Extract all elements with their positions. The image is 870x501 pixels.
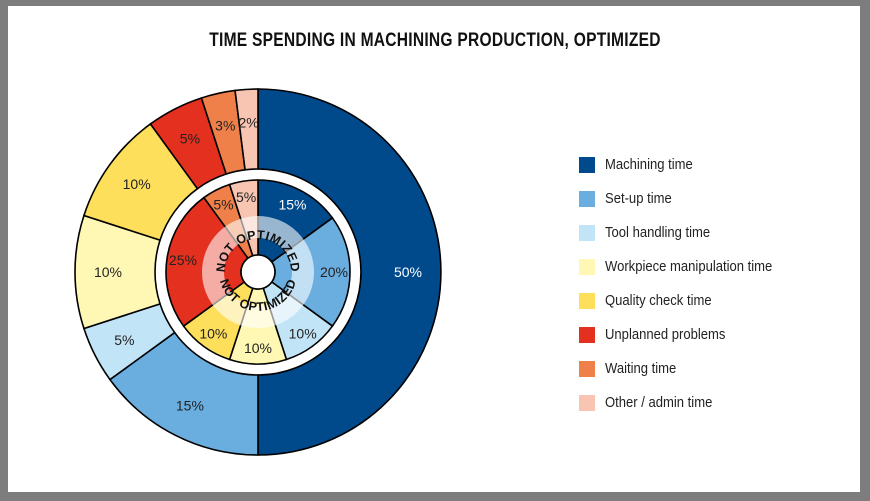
inner-label-waiting-time: 5% xyxy=(213,196,233,212)
legend-swatch xyxy=(579,361,595,377)
inner-label-machining-time: 15% xyxy=(278,196,306,212)
legend-label: Machining time xyxy=(605,157,693,173)
legend-label: Unplanned problems xyxy=(605,327,726,343)
legend-item-workpiece-manipulation-time: Workpiece manipulation time xyxy=(579,250,791,284)
outer-slice-other-admin-time xyxy=(234,88,259,171)
chart-title: TIME SPENDING IN MACHINING PRODUCTION, O… xyxy=(209,30,661,51)
legend-item-quality-check-time: Quality check time xyxy=(579,284,791,318)
outer-label-set-up-time: 15% xyxy=(176,398,204,414)
legend-label: Quality check time xyxy=(605,293,712,309)
legend-swatch xyxy=(579,327,595,343)
outer-label-unplanned-problems: 5% xyxy=(180,130,200,146)
outer-label-machining-time: 50% xyxy=(394,264,422,280)
legend-swatch xyxy=(579,395,595,411)
legend-swatch xyxy=(579,225,595,241)
not-optimized-band xyxy=(202,216,314,328)
not-optimized-ring xyxy=(202,216,314,328)
legend-item-set-up-time: Set-up time xyxy=(579,182,791,216)
inner-label-tool-handling-time: 10% xyxy=(289,325,317,341)
legend-label: Other / admin time xyxy=(605,395,713,411)
legend-item-tool-handling-time: Tool handling time xyxy=(579,216,791,250)
inner-label-quality-check-time: 10% xyxy=(199,325,227,341)
outer-slice-machining-time xyxy=(257,88,442,456)
outer-label-other-admin-time: 2% xyxy=(238,114,258,130)
inner-ring-labels: 15% 20% 10% 10% 10% 25% 5% 5% xyxy=(169,189,348,356)
legend-label: Tool handling time xyxy=(605,225,711,241)
legend-swatch xyxy=(579,259,595,275)
legend-item-other-admin-time: Other / admin time xyxy=(579,386,791,420)
outer-label-quality-check-time: 10% xyxy=(123,176,151,192)
inner-label-unplanned-problems: 25% xyxy=(169,252,197,268)
outer-ring-labels: 50% 15% 5% 10% 10% 5% 3% 2% xyxy=(94,114,422,413)
legend-label: Waiting time xyxy=(605,361,677,377)
inner-label-other-admin-time: 5% xyxy=(236,189,256,205)
legend-swatch xyxy=(579,191,595,207)
outer-label-waiting-time: 3% xyxy=(215,118,235,134)
inner-label-set-up-time: 20% xyxy=(320,264,348,280)
inner-label-workpiece-manipulation-time: 10% xyxy=(244,340,272,356)
legend-item-unplanned-problems: Unplanned problems xyxy=(579,318,791,352)
legend-swatch xyxy=(579,293,595,309)
legend-item-waiting-time: Waiting time xyxy=(579,352,791,386)
center-hole xyxy=(240,254,276,290)
legend-item-machining-time: Machining time xyxy=(579,148,791,182)
legend-label: Set-up time xyxy=(605,191,672,207)
outer-ring xyxy=(74,88,442,456)
legend-swatch xyxy=(579,157,595,173)
outer-label-workpiece-manipulation-time: 10% xyxy=(94,264,122,280)
legend-label: Workpiece manipulation time xyxy=(605,259,773,275)
legend: Machining time Set-up time Tool handling t… xyxy=(579,148,791,420)
outer-label-tool-handling-time: 5% xyxy=(114,332,134,348)
